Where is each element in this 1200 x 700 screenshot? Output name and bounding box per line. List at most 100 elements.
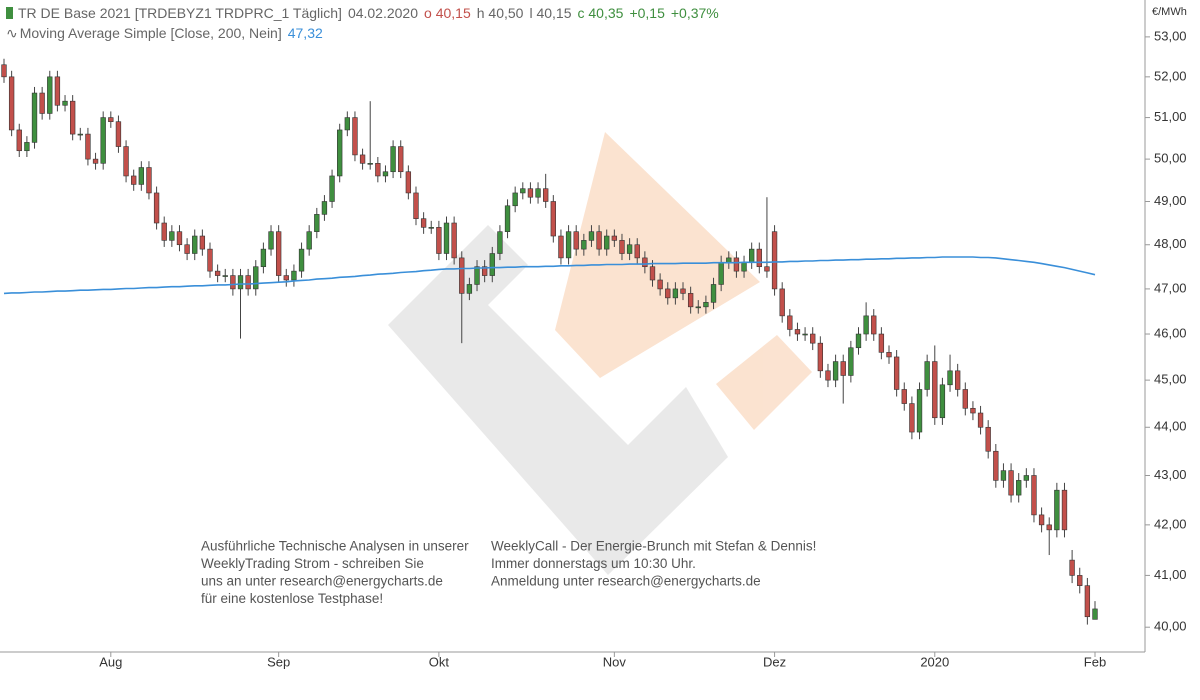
candle-body	[47, 76, 53, 114]
candle-body	[512, 192, 518, 207]
candle-body	[275, 231, 282, 276]
candle-body	[825, 370, 831, 381]
y-tick-label: 49,00	[1154, 193, 1187, 208]
candle-body	[588, 231, 595, 241]
candle-body	[863, 315, 869, 335]
candle-body	[741, 261, 747, 272]
candle-body	[726, 257, 732, 263]
candle-body	[497, 231, 503, 254]
candle-body	[481, 266, 488, 276]
candle-body	[794, 329, 801, 335]
annotation: Ausführliche Technische Analysen in unse…	[201, 539, 469, 554]
change-pct: +0,37%	[670, 5, 719, 21]
candle-body	[878, 333, 885, 353]
candle-body	[718, 261, 724, 285]
candle-body	[153, 192, 160, 224]
candle-body	[436, 227, 442, 254]
candle-body	[924, 361, 930, 390]
candle-body	[1092, 608, 1098, 620]
candle-body	[352, 117, 358, 156]
unit-label: €/MWh	[1152, 6, 1187, 18]
y-tick-label: 47,00	[1154, 280, 1187, 295]
candle-body	[535, 188, 541, 198]
candle-body	[504, 205, 511, 232]
close: c 40,35	[577, 5, 624, 21]
candle-body	[314, 214, 320, 232]
candle-body	[962, 389, 968, 409]
candle-body	[420, 218, 427, 228]
date: 04.02.2020	[347, 5, 419, 21]
candle-body	[39, 92, 45, 114]
moving-average	[3, 256, 1096, 295]
candle-body	[672, 288, 679, 299]
candle-body	[359, 154, 366, 164]
candle-body	[558, 235, 564, 259]
candle-body	[321, 201, 328, 215]
candle-body	[131, 175, 137, 185]
x-tick-label: Sep	[267, 654, 290, 669]
y-tick-label: 40,00	[1154, 619, 1187, 634]
title: TR DE Base 2021 [TRDEBYZ1 TRDPRC_1 Tägli…	[18, 5, 342, 21]
candle-body	[77, 133, 83, 136]
candle-body	[207, 248, 213, 272]
candle-body	[985, 426, 991, 452]
candle-body	[581, 240, 587, 250]
candle-body	[451, 222, 457, 259]
candle-body	[527, 188, 534, 198]
candle-body	[214, 270, 221, 276]
candle-body	[382, 171, 389, 177]
candle-body	[573, 231, 579, 250]
candle-body	[474, 266, 480, 285]
watermark-shape	[716, 335, 812, 430]
watermark-shape	[555, 132, 760, 378]
annotation: für eine kostenlose Testphase!	[201, 591, 383, 606]
candle-body	[291, 270, 297, 281]
candle-body	[390, 146, 396, 173]
candle-body	[756, 248, 762, 268]
candle-body	[619, 240, 625, 254]
candle-body	[909, 403, 915, 433]
annotation: uns an unter research@energycharts.de	[201, 574, 443, 589]
watermark-shape	[388, 225, 728, 575]
annotation: Anmeldung unter research@energycharts.de	[491, 574, 761, 589]
candle-body	[871, 315, 877, 335]
candle-body	[993, 450, 999, 481]
candle-body	[970, 407, 976, 414]
candle-body	[268, 231, 274, 250]
candle-body	[192, 235, 198, 254]
candle-body	[489, 253, 495, 276]
quote-line: TR DE Base 2021 [TRDEBYZ1 TRDPRC_1 Tägli…	[6, 3, 725, 23]
candle-body	[443, 222, 450, 254]
candle-body	[665, 288, 671, 299]
candle-body	[1000, 470, 1007, 481]
candle-body	[108, 117, 114, 122]
candle-body	[634, 244, 640, 259]
x-tick-label: Nov	[603, 654, 627, 669]
candle-body	[222, 275, 228, 277]
y-tick-label: 51,00	[1154, 109, 1187, 124]
y-tick-label: 41,00	[1154, 567, 1187, 582]
candle-body	[802, 333, 808, 336]
candle-body	[977, 412, 984, 428]
candle-body	[916, 389, 923, 433]
change: +0,15	[629, 5, 665, 21]
candle-body	[703, 302, 709, 308]
candle-body	[8, 76, 15, 131]
candle-body	[405, 171, 412, 194]
candle-body	[329, 175, 335, 202]
candle-body	[1, 64, 7, 78]
candle-body	[428, 227, 434, 229]
candle-body	[1084, 585, 1091, 618]
low: l 40,15	[529, 5, 572, 21]
candle-body	[100, 117, 106, 164]
candle-body	[375, 163, 381, 177]
high: h 40,50	[476, 5, 524, 21]
x-tick-label: Dez	[763, 654, 786, 669]
candle-body	[955, 370, 961, 390]
candle-body	[283, 275, 289, 281]
candle-body	[565, 231, 572, 259]
candle-body	[596, 231, 602, 250]
candle-body	[550, 201, 556, 237]
watermark	[388, 132, 812, 575]
y-tick-label: 42,00	[1154, 516, 1187, 531]
